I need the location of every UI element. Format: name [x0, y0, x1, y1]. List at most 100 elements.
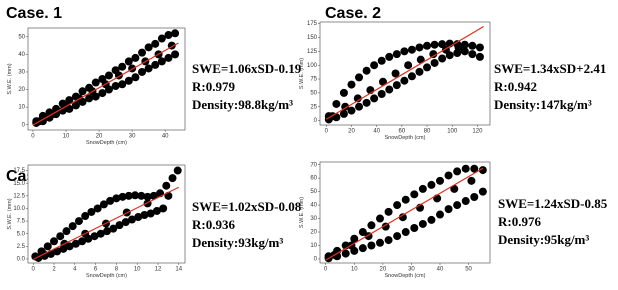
- point: [134, 213, 143, 222]
- point: [404, 61, 413, 70]
- y-tick-label: 10: [310, 243, 317, 249]
- point: [392, 50, 401, 59]
- fit-line: [325, 167, 484, 261]
- y-tick-label: 17.5: [13, 168, 25, 174]
- y-tick-label: 0.0: [17, 257, 26, 263]
- x-tick-label: 10: [63, 134, 70, 140]
- point: [164, 31, 173, 40]
- point: [124, 76, 133, 85]
- point: [91, 78, 100, 87]
- annotation: SWE=1.24xSD-0.85: [498, 196, 608, 211]
- point: [407, 72, 416, 81]
- x-tick-label: 8: [115, 267, 119, 273]
- y-tick-label: 100: [307, 63, 318, 69]
- point: [157, 57, 166, 66]
- point: [460, 47, 469, 56]
- point: [444, 171, 453, 180]
- point: [151, 39, 160, 48]
- point: [427, 215, 436, 224]
- fit-line: [32, 42, 179, 126]
- y-tick-label: 30: [18, 70, 25, 76]
- y-tick-label: 0: [314, 118, 318, 124]
- point: [438, 54, 447, 63]
- point: [391, 69, 400, 78]
- fit-line: [325, 25, 485, 120]
- x-axis-label: SnowDepth (cm): [385, 273, 426, 279]
- point: [468, 50, 477, 59]
- point: [415, 67, 424, 76]
- point: [131, 73, 140, 82]
- point: [144, 64, 153, 73]
- y-tick-label: 10: [18, 105, 25, 111]
- point: [124, 57, 133, 66]
- y-axis-label: S.W.E. (mm): [299, 197, 305, 228]
- x-tick-label: 0: [324, 267, 328, 273]
- point: [468, 41, 477, 50]
- point: [71, 101, 80, 110]
- point: [358, 244, 367, 253]
- point: [339, 109, 348, 118]
- point: [127, 215, 136, 224]
- point: [118, 192, 127, 201]
- x-tick-label: 30: [408, 267, 415, 273]
- y-tick-label: 125: [307, 49, 318, 55]
- panel-title: Case. 1: [6, 5, 62, 22]
- point: [131, 53, 140, 62]
- point: [475, 43, 484, 52]
- point: [444, 205, 453, 214]
- point: [99, 200, 108, 209]
- annotation: SWE=1.02xSD-0.08: [192, 199, 302, 214]
- point: [159, 204, 168, 213]
- point: [367, 241, 376, 250]
- annotation: Density:98.8kg/m³: [192, 97, 293, 112]
- point: [137, 191, 146, 200]
- point: [467, 176, 476, 185]
- point: [78, 87, 87, 96]
- panel: Case. 3024681012140.02.55.07.510.012.515…: [6, 164, 302, 279]
- point: [353, 94, 362, 103]
- point: [87, 207, 96, 216]
- annotation: R:0.936: [192, 217, 235, 232]
- y-tick-label: 25: [310, 104, 317, 110]
- point: [370, 61, 379, 70]
- x-axis-label: SnowDepth (cm): [385, 135, 426, 141]
- point: [378, 77, 387, 86]
- point: [423, 63, 432, 72]
- point: [111, 82, 120, 91]
- point: [143, 192, 152, 201]
- point: [430, 40, 439, 49]
- panel: Case. 2 0 20 40 60 80 100 120 0 25 50 75 100 125 150 17…: [299, 5, 606, 141]
- point: [53, 247, 62, 256]
- panel-title: Case. 2: [325, 5, 381, 22]
- annotation: SWE=1.06xSD-0.19: [192, 61, 302, 76]
- point: [106, 196, 115, 205]
- point: [332, 99, 341, 108]
- x-tick-label: 20: [348, 129, 355, 135]
- x-tick-label: 2: [52, 267, 56, 273]
- point: [355, 73, 364, 82]
- x-tick-label: 6: [94, 267, 98, 273]
- x-tick-label: 12: [155, 267, 162, 273]
- point: [392, 81, 401, 90]
- point: [410, 223, 419, 232]
- y-tick-label: 5.0: [17, 231, 26, 237]
- point: [376, 214, 384, 223]
- point: [416, 55, 425, 64]
- point: [460, 40, 469, 49]
- point: [121, 218, 130, 227]
- point: [157, 34, 166, 43]
- point: [168, 174, 177, 183]
- point: [415, 43, 424, 52]
- point: [171, 50, 180, 59]
- point: [436, 210, 444, 219]
- point: [151, 60, 160, 69]
- point: [461, 197, 470, 206]
- point: [384, 236, 393, 245]
- point: [124, 191, 133, 200]
- point: [398, 213, 407, 222]
- x-tick-label: 0: [31, 134, 35, 140]
- point: [401, 195, 410, 204]
- point: [347, 106, 356, 115]
- point: [347, 80, 356, 89]
- point: [367, 221, 376, 230]
